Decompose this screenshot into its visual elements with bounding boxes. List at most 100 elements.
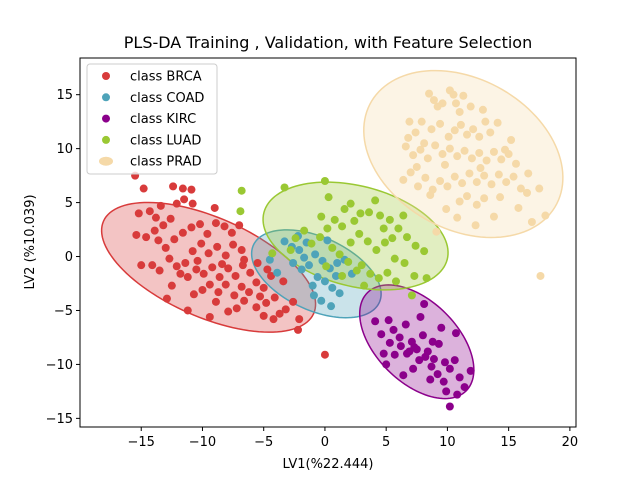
point-class-brca-2	[145, 207, 154, 216]
point-class-kirc-26	[396, 342, 405, 351]
point-class-prad-38	[511, 159, 520, 168]
legend-marker-class-coad	[102, 93, 110, 102]
point-class-prad-69	[426, 191, 435, 200]
point-class-brca-10	[180, 195, 189, 204]
point-class-kirc-13	[445, 364, 454, 373]
x-tick-label: 15	[500, 435, 517, 450]
point-class-prad-16	[450, 126, 459, 135]
point-class-brca-23	[220, 222, 229, 231]
point-class-coad-22	[308, 281, 317, 290]
point-class-brca-50	[189, 290, 198, 299]
point-class-prad-77	[440, 160, 449, 169]
point-class-brca-75	[183, 306, 192, 315]
point-class-prad-2	[429, 96, 438, 105]
point-class-brca-28	[172, 262, 181, 271]
point-class-prad-58	[463, 192, 471, 201]
point-class-kirc-14	[450, 356, 459, 365]
point-class-coad-11	[297, 265, 306, 274]
point-class-coad-13	[313, 273, 322, 282]
point-class-prad-78	[412, 162, 421, 171]
point-class-kirc-23	[415, 356, 424, 365]
x-tick-label: −10	[189, 435, 216, 450]
point-class-prad-61	[496, 193, 505, 202]
legend-marker-class-brca	[102, 72, 110, 80]
point-class-brca-49	[253, 259, 262, 267]
point-class-luad-11	[402, 233, 411, 242]
point-class-luad-0	[237, 186, 246, 195]
point-class-kirc-32	[451, 329, 460, 338]
point-class-brca-37	[137, 261, 146, 270]
point-class-luad-17	[390, 254, 399, 263]
point-class-brca-86	[279, 277, 288, 286]
point-class-luad-37	[335, 250, 344, 259]
point-class-luad-35	[352, 266, 361, 275]
point-class-luad-45	[360, 281, 369, 290]
point-class-prad-53	[502, 178, 511, 187]
point-class-prad-15	[444, 132, 453, 141]
point-class-kirc-15	[455, 373, 464, 382]
point-class-luad-33	[383, 268, 392, 277]
point-class-coad-19	[327, 302, 336, 311]
point-class-prad-45	[443, 182, 452, 191]
point-class-brca-30	[188, 247, 197, 256]
point-class-brca-21	[203, 229, 212, 238]
point-class-brca-26	[155, 266, 164, 275]
point-class-luad-47	[286, 246, 295, 255]
point-class-brca-72	[269, 315, 278, 324]
point-class-prad-62	[514, 203, 523, 212]
point-class-brca-40	[183, 273, 192, 282]
point-class-luad-40	[340, 205, 349, 214]
y-tick-label: 5	[65, 196, 73, 211]
point-class-luad-13	[420, 247, 429, 256]
point-class-luad-49	[322, 262, 331, 271]
point-class-kirc-39	[428, 337, 437, 346]
point-class-brca-1	[139, 184, 148, 193]
point-class-luad-15	[410, 271, 419, 280]
point-class-brca-79	[210, 203, 219, 212]
point-class-luad-46	[338, 271, 347, 280]
point-class-brca-22	[211, 219, 220, 228]
point-class-brca-68	[281, 305, 290, 314]
point-class-brca-9	[172, 199, 181, 208]
point-class-coad-17	[309, 291, 318, 300]
point-class-luad-36	[344, 257, 353, 266]
point-class-prad-24	[409, 151, 418, 160]
point-class-prad-44	[436, 177, 445, 185]
point-class-coad-25	[323, 236, 332, 245]
point-class-luad-18	[380, 238, 389, 247]
point-class-brca-39	[176, 269, 185, 278]
point-class-luad-12	[411, 241, 420, 250]
point-class-prad-25	[416, 145, 425, 154]
y-tick-label: −5	[54, 304, 73, 319]
x-tick-label: −5	[254, 435, 273, 450]
point-class-prad-36	[497, 155, 506, 164]
point-class-brca-67	[275, 309, 284, 318]
point-class-brca-62	[224, 307, 233, 316]
point-class-luad-28	[300, 226, 309, 235]
point-class-prad-31	[460, 146, 469, 155]
point-class-brca-54	[221, 280, 230, 289]
point-class-prad-33	[475, 148, 484, 157]
point-class-prad-28	[438, 150, 447, 159]
point-class-kirc-0	[371, 317, 380, 326]
point-class-kirc-5	[401, 320, 410, 329]
point-class-prad-59	[472, 200, 481, 209]
point-class-prad-66	[527, 218, 536, 226]
point-class-prad-21	[481, 117, 490, 126]
point-class-brca-80	[235, 221, 244, 230]
point-class-brca-4	[132, 230, 141, 239]
point-class-coad-4	[311, 250, 320, 259]
point-class-kirc-2	[384, 316, 393, 325]
point-class-coad-16	[335, 289, 344, 298]
point-class-prad-41	[414, 182, 423, 191]
point-class-kirc-4	[395, 333, 404, 342]
point-class-brca-3	[134, 209, 143, 218]
point-class-luad-3	[320, 177, 329, 185]
point-class-coad-21	[265, 255, 274, 264]
point-class-prad-10	[405, 117, 414, 126]
point-class-prad-18	[463, 130, 471, 139]
x-axis-ticks: −15 −10 −5 0 5 10 15 20	[128, 427, 578, 450]
point-class-prad-27	[431, 141, 440, 150]
point-class-coad-18	[317, 296, 326, 305]
legend-label-class-prad: class PRAD	[130, 155, 202, 170]
